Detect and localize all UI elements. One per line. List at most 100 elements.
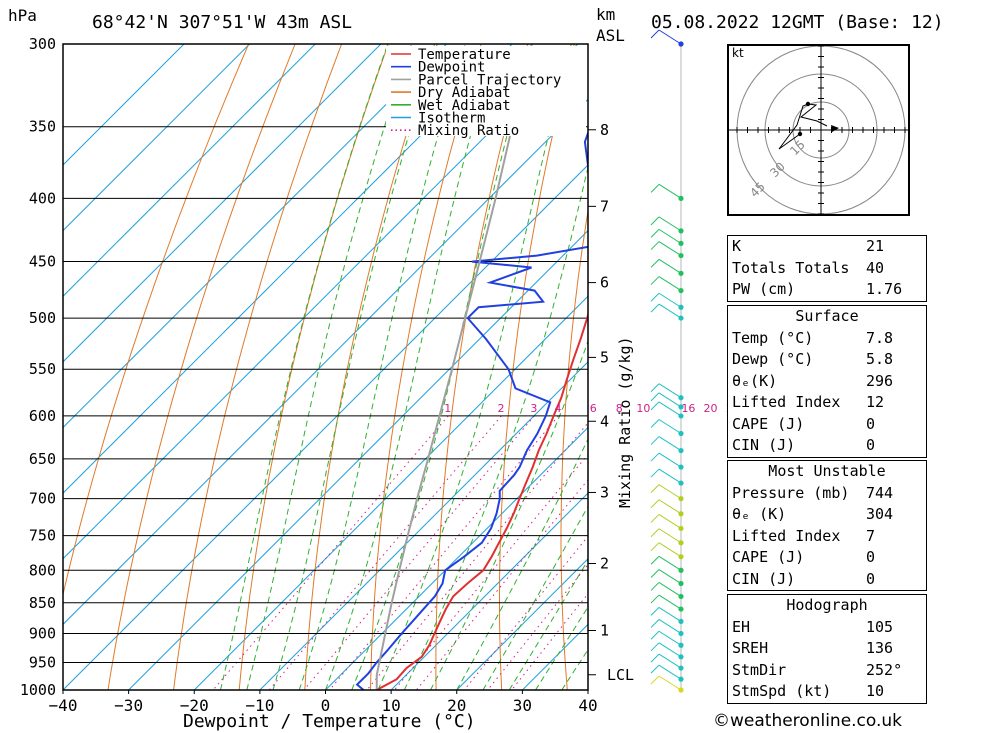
surface-label: CIN (J) [732,436,796,454]
legend-label: Dewpoint [418,60,485,76]
isotherm-line [63,98,588,626]
temperature-tick-label: 30 [513,696,532,715]
km-tick-label: LCL [607,666,634,684]
wind-barb [658,419,682,434]
wind-barb [658,606,682,622]
hodograph-stat-label: EH [732,617,751,636]
wind-barb-flag [650,292,660,302]
most-unstable-value: 304 [866,505,894,523]
most-unstable-label: Pressure (mb) [732,483,850,502]
isotherm-line [259,361,588,690]
pressure-tick-label: 450 [29,253,56,271]
surface-row: CIN (J) 0 [728,435,926,457]
isotherm-line [63,44,316,297]
wind-barb-flag [650,555,660,565]
wind-barb [658,452,682,468]
wet-adiabat-line [220,44,389,690]
wind-barb [658,292,682,308]
surface-value: 7.8 [866,328,894,347]
isotherm-line [63,44,513,494]
temperature-tick-label: 20 [447,696,466,715]
wet-adiabat-line [430,339,588,690]
hodograph-stat-value: 252° [866,660,903,679]
mixing-ratio-line [511,592,588,690]
wet-adiabat-line [272,44,438,690]
wind-barb-flag [650,419,660,428]
wind-barb [658,383,682,399]
wind-barb [658,630,682,646]
isotherm-line [63,44,447,429]
km-tick-label: 6 [600,274,609,292]
wind-barb-flag [650,607,660,616]
isotherm-line [456,558,588,690]
most-unstable-label: CAPE (J) [732,548,805,566]
isotherm-line [63,44,579,560]
pressure-tick-label: 600 [29,407,56,425]
km-tick-label: 5 [600,348,609,366]
most-unstable-value: 744 [866,483,894,502]
pressure-tick-label: 800 [29,561,56,579]
wind-barb-flag [650,303,660,313]
wind-barb [658,436,682,451]
mixing-ratio-line [366,422,588,690]
wind-barb [658,528,682,544]
wind-barb-flag [650,29,660,39]
wind-barb-flag [650,514,660,523]
wind-barb [658,642,682,658]
wind-barb-flag [650,229,660,238]
isotherm-line [63,44,382,363]
isotherm-line [390,492,588,690]
temperature-tick-label: 40 [578,696,597,715]
dewpoint-curve [355,130,588,690]
surface-title: Surface [795,307,859,325]
temperature-curve [376,311,588,690]
isotherm-line [63,44,250,232]
wind-barb [658,542,682,558]
isotherm-line [325,426,588,690]
pressure-tick-label: 300 [29,35,56,53]
wind-barb [658,392,682,408]
isotherm-line [63,164,588,690]
pressure-tick-label: 750 [29,527,56,545]
wind-barb [658,183,682,199]
pressure-unit-label: hPa [8,6,37,25]
hodograph-stat-row: StmDir 252° [728,660,926,682]
km-tick-label: 3 [600,483,609,501]
legend-label: Mixing Ratio [418,123,519,139]
most-unstable-row: Lifted Index 7 [728,526,926,548]
wind-barb-flag [650,392,660,402]
surface-value: 5.8 [866,350,894,368]
km-tick-label: 2 [600,555,609,573]
location-title: 68°42'N 307°51'W 43m ASL [92,12,352,33]
wind-barb [658,514,682,529]
hodograph-unit: kt [732,46,744,60]
surface-value: 12 [866,393,885,411]
surface-table: Surface Temp (°C) 7.8 Dewp (°C) 5.8 θₑ(K) 296… [727,305,927,458]
most-unstable-row: CIN (J) 0 [728,569,926,591]
legend-label: Isotherm [418,111,485,127]
wet-adiabat-line [298,44,466,690]
wind-barb-flag [650,653,660,663]
wind-level-dot [678,618,684,625]
mixing-ratio-line [416,478,588,690]
dry-adiabat-line [107,44,296,690]
surface-row: Temp (°C) 7.8 [728,328,926,350]
temperature-tick-label: −30 [114,696,143,715]
surface-row: Dewp (°C) 5.8 [728,349,926,371]
wind-barb-flag [650,468,660,478]
wind-column [650,29,684,693]
surface-label: Temp (°C) [732,328,814,347]
mixing-ratio-label: 10 [636,402,650,415]
temperature-tick-label: 0 [321,696,331,715]
mixing-ratio-label: 3 [530,402,537,415]
legend-label: Wet Adiabat [418,98,511,114]
mixing-ratio-label: 20 [704,402,718,415]
most-unstable-label: Lifted Index [732,526,841,545]
wind-level-dot [678,676,684,682]
copyright-text: ©weatheronline.co.uk [713,711,903,731]
height-unit-asl: ASL [596,26,625,45]
wind-barb [658,569,682,584]
wind-barb [658,216,682,232]
most-unstable-row: Pressure (mb) 744 [728,483,926,505]
wind-barb-flag [650,619,660,628]
